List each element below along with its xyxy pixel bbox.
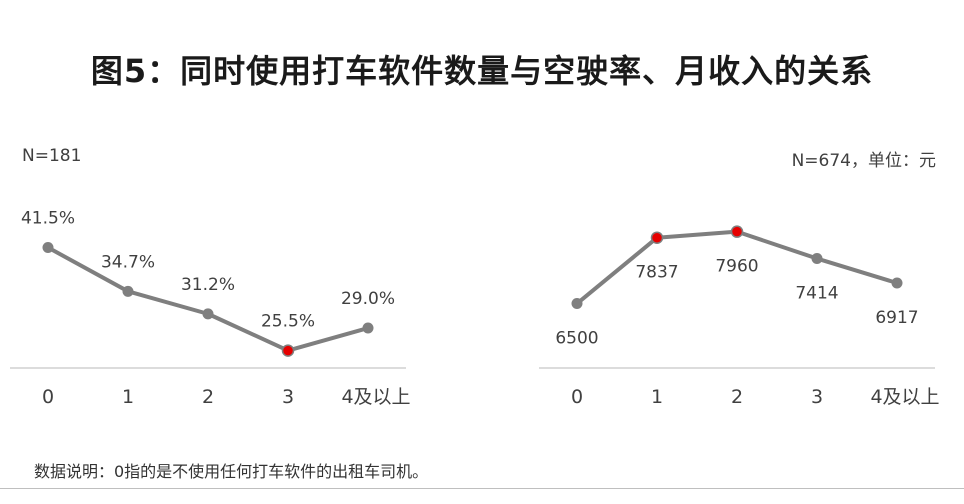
x-tick-label: 4及以上 — [870, 386, 939, 408]
chart-title: 图5：同时使用打车软件数量与空驶率、月收入的关系 — [90, 52, 874, 90]
x-tick-label: 4及以上 — [341, 386, 410, 408]
data-point — [122, 285, 134, 297]
data-label: 25.5% — [261, 312, 315, 332]
data-point — [362, 322, 374, 334]
x-tick-label: 1 — [651, 386, 663, 408]
series-line — [47, 245, 369, 353]
data-label: 7960 — [715, 257, 758, 277]
data-label: 34.7% — [101, 252, 155, 272]
x-tick-label: 0 — [571, 386, 583, 408]
data-label: 7837 — [635, 263, 678, 283]
x-tick-label: 3 — [811, 386, 823, 408]
x-tick-label: 1 — [122, 386, 134, 408]
x-tick-label: 2 — [202, 386, 214, 408]
monthly-income-line-chart: 6500 7837 7960 7414 6917 0 1 2 3 4及以上 — [539, 225, 940, 408]
vacancy-rate-line-chart: 41.5% 34.7% 31.2% 25.5% 29.0% 0 1 2 3 4及以上 — [10, 209, 411, 408]
data-point — [891, 277, 903, 289]
data-label: 6500 — [555, 329, 598, 349]
x-tick-label: 0 — [42, 386, 54, 408]
x-tick-label: 3 — [282, 386, 294, 408]
sample-size-note-left: N=181 — [22, 146, 82, 166]
sample-size-note-right: N=674，单位：元 — [791, 151, 936, 171]
data-point — [202, 308, 214, 320]
data-point — [730, 225, 744, 238]
data-point — [811, 253, 823, 265]
data-label: 29.0% — [341, 289, 395, 309]
data-label: 7414 — [795, 284, 838, 304]
data-label: 41.5% — [21, 209, 75, 229]
data-label: 31.2% — [181, 275, 235, 295]
data-footnote: 数据说明：0指的是不使用任何打车软件的出租车司机。 — [34, 462, 429, 481]
data-point — [571, 298, 583, 310]
bottom-divider — [0, 488, 964, 489]
data-point — [281, 344, 295, 357]
data-label: 6917 — [875, 308, 918, 328]
x-tick-label: 2 — [731, 386, 743, 408]
data-point — [650, 231, 664, 244]
data-point — [42, 242, 54, 254]
